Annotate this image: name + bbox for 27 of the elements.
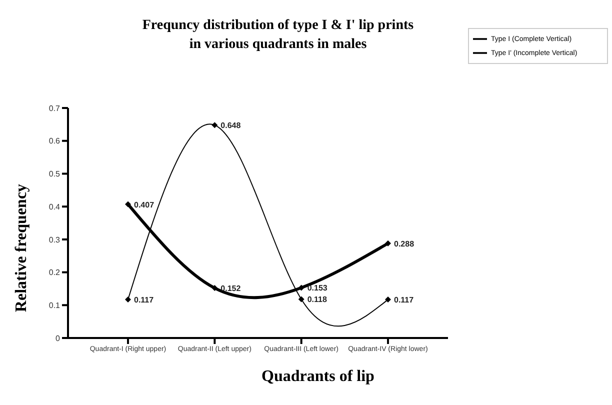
x-axis-title: Quadrants of lip (260, 368, 376, 386)
y-tick-label: 0 (56, 334, 61, 343)
point (298, 284, 304, 291)
y-tick-label: 0.5 (48, 170, 61, 179)
point (385, 240, 391, 246)
data-label: 0.288 (394, 239, 415, 248)
point (212, 285, 218, 292)
data-label: 0.648 (220, 121, 242, 130)
point (212, 122, 218, 128)
y-tick-label: 0.1 (48, 300, 61, 310)
data-label: 0.117 (394, 296, 414, 305)
y-tick-label: 0.3 (48, 235, 61, 244)
point (385, 296, 391, 303)
y-axis-title: Relative frequency (13, 184, 31, 312)
data-label: 0.117 (134, 296, 154, 305)
data-label: 0.152 (220, 284, 242, 294)
point (298, 296, 304, 302)
data-label: 0.407 (134, 200, 155, 210)
chart-title: Frequncy distribution of type I & I' lip prints in various quadrants in males (141, 17, 415, 54)
y-tick-label: 0.4 (48, 202, 61, 212)
point (125, 296, 131, 303)
data-label: 0.153 (307, 284, 328, 293)
y-tick-label: 0.7 (48, 104, 61, 113)
point (125, 201, 131, 208)
y-tick-label: 0.2 (48, 268, 61, 278)
data-label: 0.118 (307, 295, 328, 304)
y-tick-label: 0.6 (48, 136, 61, 146)
